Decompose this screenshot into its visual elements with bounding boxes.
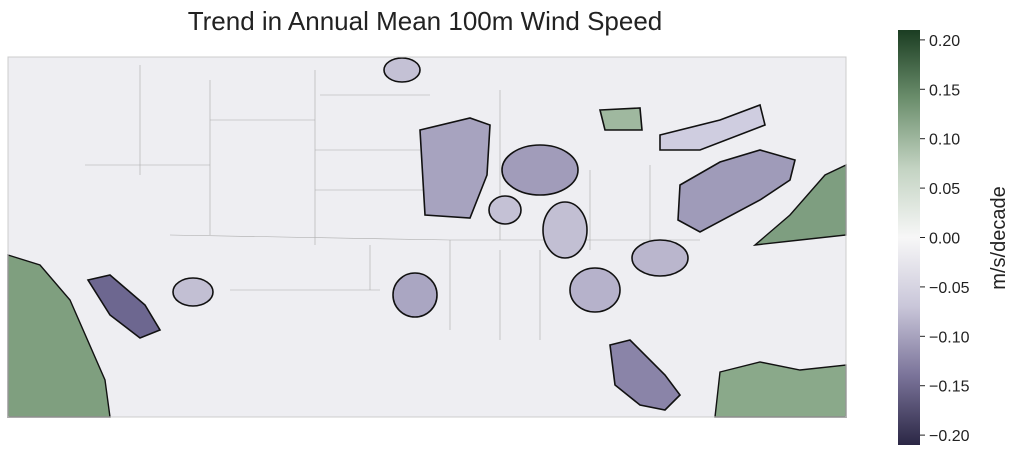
map — [7, 56, 847, 418]
significant-region — [392, 272, 438, 318]
colorbar-tick-label: 0.15 — [929, 82, 960, 99]
colorbar: 0.20 0.15 0.10 0.05 0.00 −0.05 −0.10 −0.15 −0.20 — [898, 30, 970, 445]
significant-region — [488, 195, 522, 225]
significant-region — [383, 57, 421, 83]
map-title: Trend in Annual Mean 100m Wind Speed — [188, 6, 663, 36]
green-region — [714, 361, 847, 418]
colorbar-tick-label: 0.05 — [929, 181, 960, 198]
significant-region — [569, 267, 621, 313]
map-frame — [7, 56, 847, 418]
significant-region — [542, 201, 588, 259]
green-region — [598, 107, 643, 131]
map-background — [8, 57, 846, 417]
significant-region — [172, 277, 214, 307]
significant-region — [659, 103, 766, 151]
colorbar-tick-label: −0.15 — [929, 379, 970, 396]
colorbar-gradient — [898, 30, 920, 445]
significant-region — [677, 149, 796, 233]
colorbar-tick-label: 0.20 — [929, 33, 960, 50]
colorbar-tick-label: −0.10 — [929, 329, 970, 346]
colorbar-tick-label: −0.20 — [929, 428, 970, 445]
significant-region — [501, 144, 579, 196]
colorbar-tick-label: 0.10 — [929, 132, 960, 149]
colorbar-tick-label: 0.00 — [929, 231, 960, 248]
significant-region — [86, 274, 162, 339]
significant-region — [609, 339, 682, 411]
significant-region — [631, 239, 689, 277]
significant-region — [419, 117, 491, 219]
colorbar-tick-label: −0.05 — [929, 280, 970, 297]
colorbar-label: m/s/decade — [988, 186, 1010, 289]
